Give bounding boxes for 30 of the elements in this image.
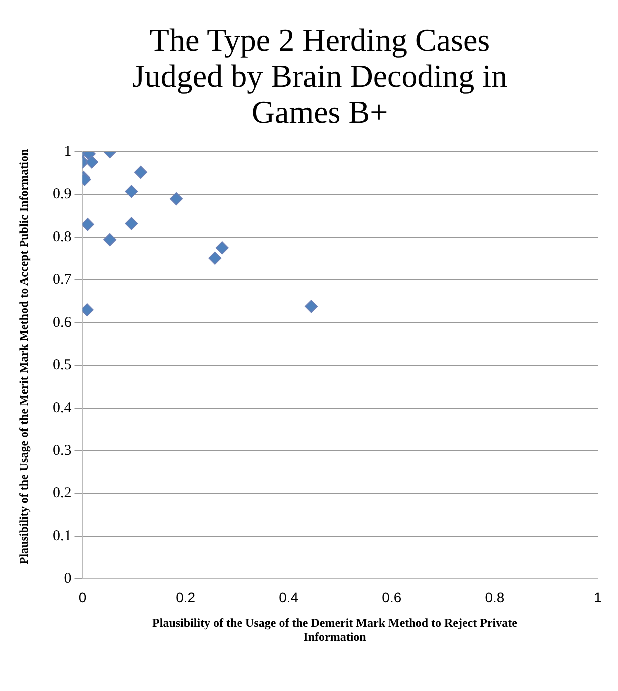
x-tick-label: 0.8 <box>485 589 505 606</box>
x-tick-label: 0.4 <box>279 589 299 606</box>
point <box>134 166 148 180</box>
y-tick-label: 0.8 <box>53 229 72 246</box>
y-tick-label: 0.7 <box>53 272 72 288</box>
point <box>125 217 138 230</box>
point <box>86 156 99 169</box>
y-tick-label: 1 <box>64 144 72 160</box>
y-tick-label: 0 <box>64 571 72 588</box>
y-tick-label: 0.4 <box>53 400 72 416</box>
x-tick-label: 0.2 <box>176 589 196 606</box>
y-tick-label: 0.9 <box>53 186 72 203</box>
point <box>82 218 94 232</box>
point <box>216 242 229 255</box>
x-tick-label: 1 <box>594 589 602 606</box>
point <box>305 300 318 314</box>
x-tick-label: 0.6 <box>382 589 402 606</box>
point <box>104 234 117 247</box>
y-tick-label: 0.6 <box>53 314 72 331</box>
y-axis-title: Plausibility of the Usage of the Merit Mark Method to Accept Public Information <box>17 148 31 567</box>
chart-title: The Type 2 Herding Cases Judged by Brain Decoding in Games B+ <box>131 22 509 130</box>
y-tick-label: 0.3 <box>53 442 72 459</box>
y-tick-label: 0.2 <box>53 486 72 502</box>
point <box>208 252 222 265</box>
point <box>170 192 184 206</box>
y-tick-label: 0.1 <box>53 528 72 544</box>
x-tick-label: 0 <box>78 589 87 606</box>
y-tick-label: 0.5 <box>53 358 72 374</box>
point <box>125 185 138 198</box>
x-axis-title: Plausibility of the Usage of the Demerit Mark Method to Reject Private Information <box>152 616 518 644</box>
